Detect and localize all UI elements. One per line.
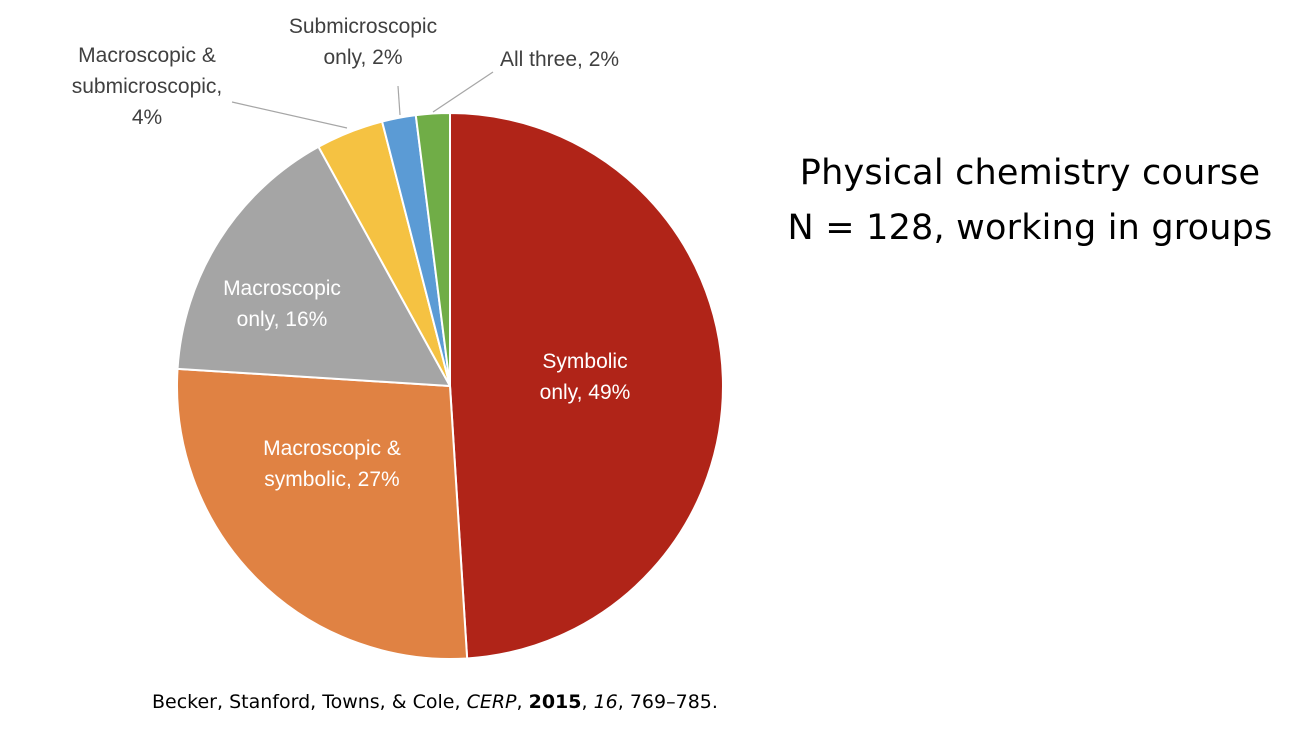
data-label-line: Macroscopic & [263,437,401,460]
data-label-line: symbolic, 27% [264,468,399,491]
chart-heading-course: Physical chemistry course [799,153,1261,193]
data-label-line: submicroscopic, [72,75,223,98]
data-label-macro-submicro: Macroscopic & submicroscopic, 4% [72,44,223,129]
pie-slice-macro [176,145,451,387]
data-label-line: Macroscopic [223,277,341,300]
citation-volume: 16 [593,691,618,713]
data-label-macro-symbolic: Macroscopic & symbolic, 27% [263,437,401,491]
citation-authors: Becker, Stanford, Towns, & Cole, [152,691,467,713]
data-label-line: Macroscopic & [78,44,216,67]
pie-slice-macro-symbolic [176,367,469,660]
data-label-line: only, 49% [540,381,631,404]
citation: Becker, Stanford, Towns, & Cole, CERP, 2… [152,691,718,713]
leader-line-macro-submicro [231,101,348,129]
data-label-submicro: Submicroscopic only, 2% [289,15,437,69]
data-label-line: Submicroscopic [289,15,437,38]
pie-slice-all-three [414,111,451,387]
data-label-line: All three, 2% [500,48,619,71]
data-label-line: 4% [132,106,162,129]
citation-year: 2015 [528,691,582,713]
leader-line-all-three [432,71,494,113]
pie-chart: Symbolic only, 49% Macroscopic & symbolic, … [72,15,724,660]
data-label-line: Symbolic [542,350,627,373]
chart-heading-sample: N = 128, working in groups [787,208,1273,248]
citation-sep-1: , [516,691,529,713]
citation-sep-2: , [581,691,594,713]
pie-slice-symbolic [449,112,724,660]
data-label-line: only, 16% [237,308,328,331]
data-label-symbolic: Symbolic only, 49% [540,350,631,404]
citation-pages: , 769–785. [617,691,718,713]
data-label-all-three: All three, 2% [500,48,619,71]
leader-line-submicro [397,85,401,116]
data-label-macro: Macroscopic only, 16% [223,277,341,331]
citation-journal: CERP [466,691,517,713]
data-label-line: only, 2% [324,46,403,69]
